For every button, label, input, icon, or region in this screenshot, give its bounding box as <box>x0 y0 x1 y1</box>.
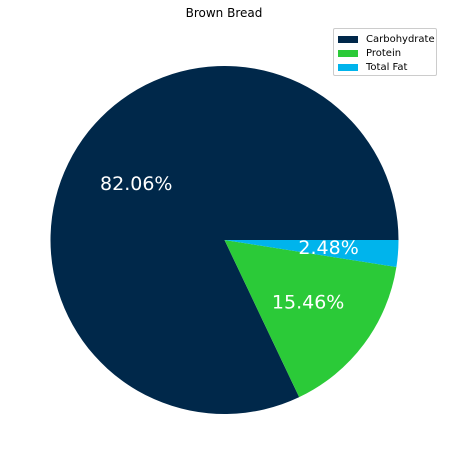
pie-slice-labels: 82.06% 15.46% 2.48% <box>100 173 359 313</box>
pie-slices <box>50 66 399 414</box>
legend-item-protein: Protein <box>338 46 401 60</box>
legend-label-carbohydrate: Carbohydrate <box>366 33 435 45</box>
legend-label-protein: Protein <box>366 47 402 59</box>
legend: Carbohydrate Protein Total Fat <box>333 28 437 76</box>
legend-item-total-fat: Total Fat <box>338 60 407 74</box>
chart-title: Brown Bread <box>186 6 263 20</box>
legend-item-carbohydrate: Carbohydrate <box>338 32 435 46</box>
pie-slice-label-total-fat: 2.48% <box>298 237 358 259</box>
pie-slice-total-fat <box>224 240 399 268</box>
pie-slice-label-carbohydrate: 82.06% <box>100 173 172 195</box>
legend-swatch-carbohydrate <box>338 35 358 43</box>
legend-swatch-protein <box>338 49 358 57</box>
legend-label-total-fat: Total Fat <box>366 61 408 73</box>
pie-slice-protein <box>224 240 397 398</box>
pie-slice-label-protein: 15.46% <box>272 291 344 313</box>
legend-swatch-total-fat <box>338 63 358 71</box>
